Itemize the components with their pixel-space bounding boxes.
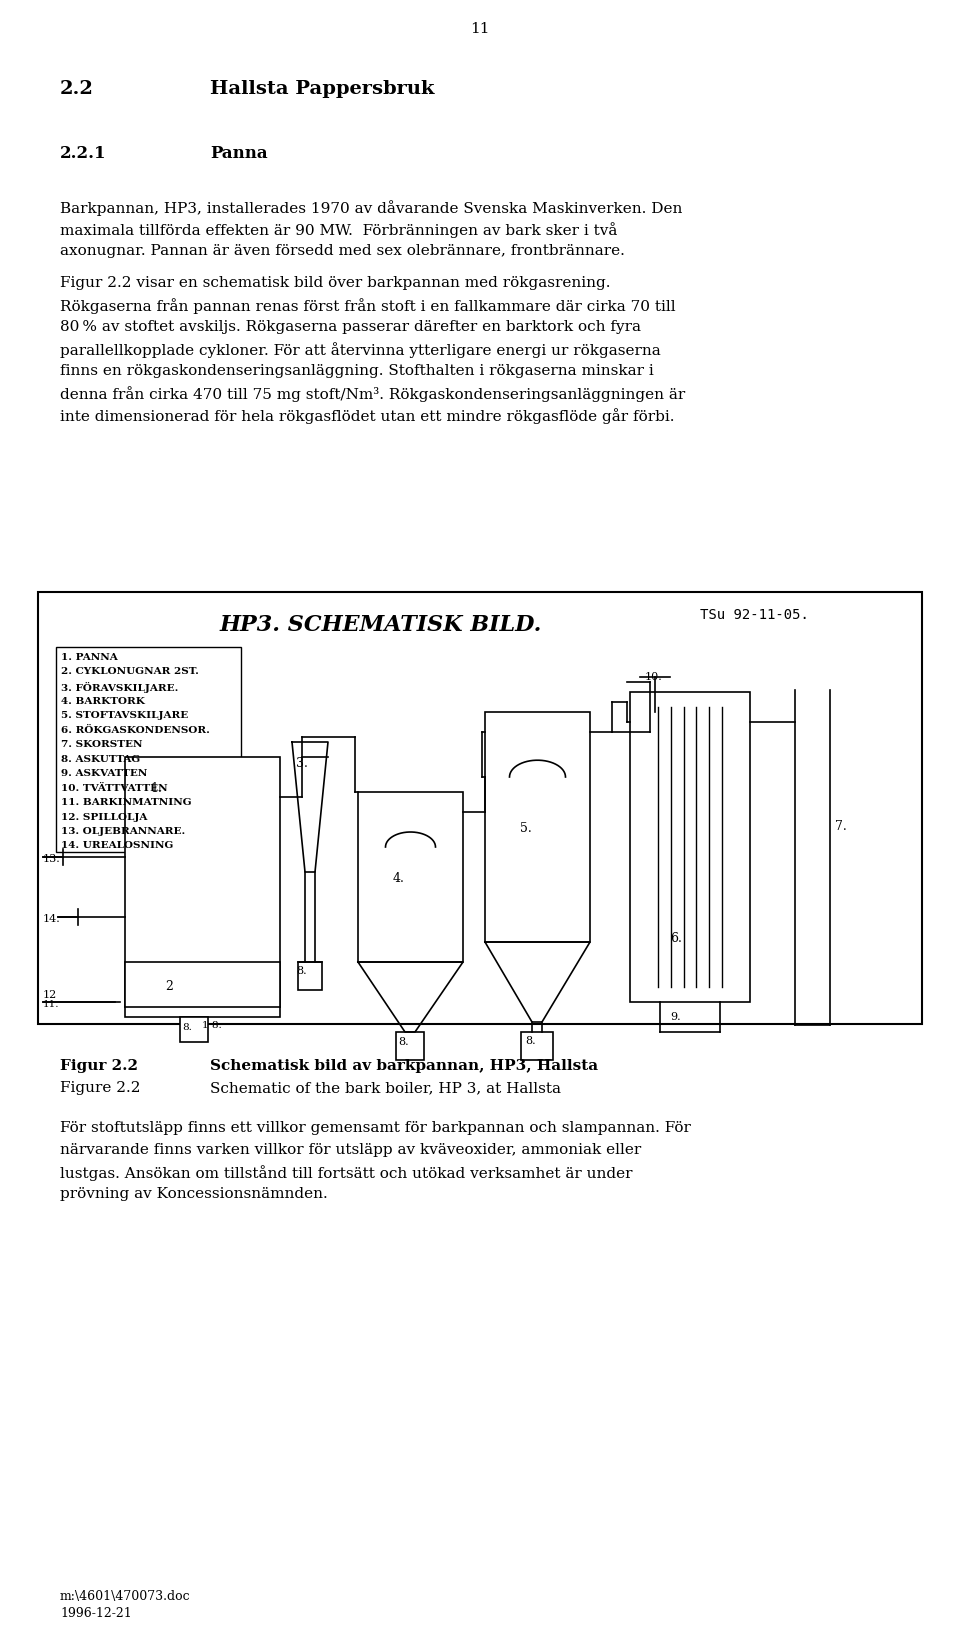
Text: 7. SKORSTEN: 7. SKORSTEN [61,741,142,749]
Text: Figure 2.2: Figure 2.2 [60,1081,140,1096]
Bar [358,791,463,962]
Text: 3. FÖRAVSKILJARE.: 3. FÖRAVSKILJARE. [61,682,179,694]
Text: 4. BARKTORK: 4. BARKTORK [61,697,145,705]
Text: m:\4601\470073.doc: m:\4601\470073.doc [60,1591,191,1604]
Text: 10.: 10. [645,672,662,682]
Bar [56,646,241,851]
Text: 12: 12 [43,990,58,1000]
Text: 8.: 8. [525,1035,536,1047]
Text: 5. STOFTAVSKILJARE: 5. STOFTAVSKILJARE [61,711,188,720]
Text: 1 8.: 1 8. [202,1021,222,1031]
Text: 8.: 8. [296,965,306,977]
Bar [180,1018,208,1042]
Text: 2. CYKLONUGNAR 2ST.: 2. CYKLONUGNAR 2ST. [61,667,199,677]
Text: 8.: 8. [398,1037,409,1047]
Text: 13.: 13. [43,855,60,864]
Text: parallellkopplade cykloner. För att återvinna ytterligare energi ur rökgaserna: parallellkopplade cykloner. För att åter… [60,342,660,358]
Text: axonugnar. Pannan är även försedd med sex olebrännare, frontbrännare.: axonugnar. Pannan är även försedd med se… [60,244,625,257]
Text: HP3. SCHEMATISK BILD.: HP3. SCHEMATISK BILD. [220,614,542,637]
Text: inte dimensionerad för hela rökgasflödet utan ett mindre rökgasflöde går förbi.: inte dimensionerad för hela rökgasflödet… [60,409,675,423]
Text: 80 % av stoftet avskiljs. Rökgaserna passerar därefter en barktork och fyra: 80 % av stoftet avskiljs. Rökgaserna pas… [60,321,641,334]
Bar [125,757,280,1008]
Text: 2: 2 [165,980,173,993]
Text: 14.: 14. [43,913,60,925]
Text: Rökgaserna från pannan renas först från stoft i en fallkammare där cirka 70 till: Rökgaserna från pannan renas först från … [60,298,676,314]
Text: 13. OLJEBRANNARE.: 13. OLJEBRANNARE. [61,827,185,837]
Bar [298,962,322,990]
Text: 8. ASKUTTAG: 8. ASKUTTAG [61,754,140,764]
Text: 12. SPILLOLJA: 12. SPILLOLJA [61,812,148,822]
Text: 4.: 4. [393,873,405,886]
Text: maximala tillförda effekten är 90 MW.  Förbränningen av bark sker i två: maximala tillförda effekten är 90 MW. Fö… [60,221,617,238]
Bar [396,1032,424,1060]
Text: 6.: 6. [670,931,682,944]
Bar [38,593,922,1024]
Text: 10. TVÄTTVATTEN: 10. TVÄTTVATTEN [61,783,168,793]
Bar [125,962,280,1018]
Text: 6. RÖKGASKONDENSOR.: 6. RÖKGASKONDENSOR. [61,726,210,734]
Text: denna från cirka 470 till 75 mg stoft/Nm³. Rökgaskondenseringsanläggningen är: denna från cirka 470 till 75 mg stoft/Nm… [60,386,685,402]
Text: lustgas. Ansökan om tillstånd till fortsätt och utökad verksamhet är under: lustgas. Ansökan om tillstånd till forts… [60,1166,633,1180]
Bar [521,1032,553,1060]
Text: 2.2: 2.2 [60,80,94,98]
Text: TSu 92-11-05.: TSu 92-11-05. [700,607,809,622]
Bar [485,711,590,943]
Text: 11: 11 [470,23,490,36]
Text: Panna: Panna [210,145,268,163]
Text: 1.: 1. [150,781,162,794]
Text: prövning av Koncessionsnämnden.: prövning av Koncessionsnämnden. [60,1187,327,1201]
Text: 14. UREALOSNING: 14. UREALOSNING [61,842,174,850]
Text: 11. BARKINMATNING: 11. BARKINMATNING [61,798,192,807]
Text: 7.: 7. [835,821,847,834]
Bar [630,692,750,1001]
Text: 9.: 9. [670,1013,681,1022]
Text: 2.2.1: 2.2.1 [60,145,107,163]
Text: Barkpannan, HP3, installerades 1970 av dåvarande Svenska Maskinverken. Den: Barkpannan, HP3, installerades 1970 av d… [60,200,683,217]
Text: 1. PANNA: 1. PANNA [61,653,118,663]
Text: 11.: 11. [43,1000,60,1009]
Text: 3.: 3. [296,757,308,770]
Text: 1996-12-21: 1996-12-21 [60,1607,132,1620]
Text: 8.: 8. [182,1022,192,1032]
Text: 5.: 5. [520,822,532,835]
Text: närvarande finns varken villkor för utsläpp av kväveoxider, ammoniak eller: närvarande finns varken villkor för utsl… [60,1143,641,1158]
Text: För stoftutsläpp finns ett villkor gemensamt för barkpannan och slampannan. För: För stoftutsläpp finns ett villkor gemen… [60,1122,691,1135]
Text: 9. ASKVATTEN: 9. ASKVATTEN [61,768,148,778]
Text: Schematisk bild av barkpannan, HP3, Hallsta: Schematisk bild av barkpannan, HP3, Hall… [210,1058,598,1073]
Text: Schematic of the bark boiler, HP 3, at Hallsta: Schematic of the bark boiler, HP 3, at H… [210,1081,561,1096]
Text: Figur 2.2 visar en schematisk bild över barkpannan med rökgasrening.: Figur 2.2 visar en schematisk bild över … [60,277,611,290]
Text: finns en rökgaskondenseringsanläggning. Stofthalten i rökgaserna minskar i: finns en rökgaskondenseringsanläggning. … [60,365,654,378]
Text: Hallsta Pappersbruk: Hallsta Pappersbruk [210,80,434,98]
Text: Figur 2.2: Figur 2.2 [60,1058,138,1073]
